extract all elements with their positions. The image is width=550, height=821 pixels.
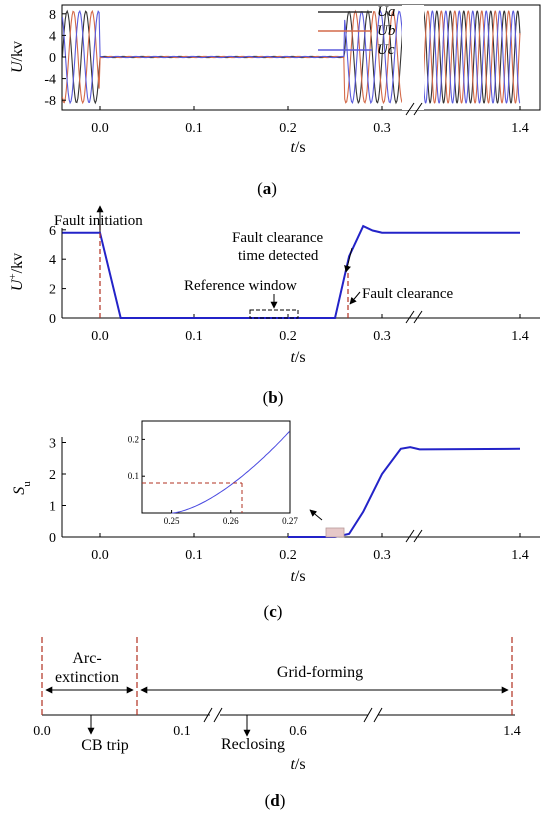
xtick-label: 1.4 bbox=[511, 329, 529, 344]
ytick-label: 0 bbox=[49, 531, 56, 546]
panel-b-caption: (b) bbox=[263, 388, 284, 407]
timeline-break-1a bbox=[203, 707, 213, 723]
ytick-label: 3 bbox=[49, 437, 56, 452]
panel-d-caption: (d) bbox=[265, 791, 286, 810]
xtick-label: 0.2 bbox=[279, 548, 297, 563]
panel-a: 0.0 0.1 0.2 0.3 1.4 8 4 0 -4 -8 Ua Ub Uc U/kv t/s… bbox=[9, 4, 541, 198]
reclosing-label: Reclosing bbox=[221, 736, 285, 753]
ytick-label: 1 bbox=[49, 500, 56, 515]
reference-window-box bbox=[249, 309, 299, 319]
panel-a-axes: 0.0 0.1 0.2 0.3 1.4 8 4 0 -4 -8 bbox=[44, 8, 528, 136]
xtick-label: 1.4 bbox=[511, 548, 529, 563]
timeline-break-2a bbox=[363, 707, 373, 723]
panel-c-ylabel: Su bbox=[11, 481, 33, 495]
axis-break-a bbox=[405, 529, 415, 543]
timeline-tick-3: 1.4 bbox=[503, 724, 521, 739]
reference-window-label: Reference window bbox=[184, 278, 297, 294]
legend-uc-label: Uc bbox=[377, 42, 395, 58]
waveform-uc bbox=[62, 9, 521, 105]
fault-clearance-detected-label-2: time detected bbox=[238, 248, 319, 264]
fault-clearance-label: Fault clearance bbox=[362, 286, 454, 302]
ytick-label: 4 bbox=[49, 253, 56, 268]
timeline-break-1b bbox=[213, 707, 223, 723]
arc-extinction-label-1: Arc- bbox=[72, 650, 101, 667]
xtick-label: 0.1 bbox=[185, 329, 203, 344]
timeline-tick-0: 0.0 bbox=[33, 724, 51, 739]
panel-a-break-gap bbox=[402, 5, 424, 110]
xtick-label: 0.0 bbox=[91, 548, 109, 563]
inset-xtick-label: 0.27 bbox=[282, 516, 298, 526]
xtick-label: 1.4 bbox=[511, 121, 529, 136]
fault-clearance-detected-arrow bbox=[344, 247, 353, 273]
legend-ub-label: Ub bbox=[377, 23, 396, 39]
axis-break-b bbox=[413, 310, 423, 324]
xtick-label: 0.3 bbox=[373, 548, 391, 563]
panel-b-break-gap bbox=[402, 226, 424, 246]
inset-xtick-label: 0.25 bbox=[164, 516, 180, 526]
timeline-tick-2: 0.6 bbox=[289, 724, 307, 739]
inset: 0.25 0.26 0.27 0.2 0.1 bbox=[128, 420, 299, 526]
panel-d-xlabel: t/s bbox=[290, 756, 305, 773]
panel-c-ticks: 0.0 0.1 0.2 0.3 1.4 3 2 1 0 bbox=[49, 437, 529, 564]
inset-frame bbox=[141, 420, 291, 514]
panel-c: 0.0 0.1 0.2 0.3 1.4 3 2 1 0 0.25 0.26 0.27 0.2 0.1 S… bbox=[11, 420, 540, 621]
panel-b-ticks: 0.0 0.1 0.2 0.3 1.4 6 4 2 0 bbox=[49, 224, 529, 344]
inset-ytick-label: 0.2 bbox=[128, 434, 139, 444]
panel-c-break-gap bbox=[402, 440, 424, 460]
panel-a-xlabel: t/s bbox=[290, 139, 305, 156]
panel-d: Arc- extinction Grid-forming 0.0 0.1 0.6… bbox=[33, 637, 521, 810]
axis-break-a bbox=[405, 102, 415, 116]
xtick-label: 0.1 bbox=[185, 121, 203, 136]
ytick-label: 8 bbox=[49, 8, 56, 23]
xtick-label: 0.0 bbox=[91, 329, 109, 344]
inset-series bbox=[171, 431, 290, 514]
axis-break-a bbox=[405, 310, 415, 324]
fault-clearance-detected-label-1: Fault clearance bbox=[232, 230, 324, 246]
xtick-label: 0.2 bbox=[279, 329, 297, 344]
inset-ticks: 0.25 0.26 0.27 0.2 0.1 bbox=[128, 434, 299, 526]
ytick-label: 0 bbox=[49, 312, 56, 327]
xtick-label: 0.0 bbox=[91, 121, 109, 136]
timeline-breaks bbox=[203, 707, 383, 723]
inset-ytick-label: 0.1 bbox=[128, 471, 139, 481]
fault-initiation-label: Fault initiation bbox=[54, 213, 143, 229]
panel-b: 0.0 0.1 0.2 0.3 1.4 6 4 2 0 Fault initiation Fau… bbox=[7, 205, 540, 407]
grid-forming-label: Grid-forming bbox=[277, 664, 363, 681]
timeline-break-2b bbox=[373, 707, 383, 723]
ytick-label: 2 bbox=[49, 468, 56, 483]
panel-b-ylabel: U+/kv bbox=[7, 253, 26, 291]
panel-c-xlabel: t/s bbox=[290, 568, 305, 585]
zoom-region-arrow bbox=[309, 509, 323, 521]
fault-clearance-arrow bbox=[349, 291, 361, 305]
ytick-label: 0 bbox=[49, 51, 56, 66]
xtick-label: 0.3 bbox=[373, 329, 391, 344]
ytick-label: 2 bbox=[49, 283, 56, 298]
panel-a-caption: (a) bbox=[257, 179, 277, 198]
ytick-label: -4 bbox=[44, 73, 56, 88]
arc-extinction-label-2: extinction bbox=[55, 669, 119, 686]
panel-b-series bbox=[62, 224, 520, 319]
inset-xtick-label: 0.26 bbox=[223, 516, 239, 526]
panel-b-xlabel: t/s bbox=[290, 349, 305, 366]
cb-trip-label: CB trip bbox=[81, 737, 129, 754]
panel-a-waveforms bbox=[62, 5, 521, 110]
panel-c-caption: (c) bbox=[264, 602, 283, 621]
xtick-label: 0.2 bbox=[279, 121, 297, 136]
panel-c-series bbox=[288, 446, 521, 538]
xtick-label: 0.3 bbox=[373, 121, 391, 136]
axis-break-b bbox=[413, 102, 423, 116]
legend-ua-label: Ua bbox=[377, 4, 395, 20]
ytick-label: 6 bbox=[49, 224, 56, 239]
panel-a-ylabel: U/kv bbox=[9, 41, 26, 73]
ytick-label: -8 bbox=[44, 94, 56, 109]
timeline-tick-1: 0.1 bbox=[173, 724, 191, 739]
zoom-region-box bbox=[325, 527, 345, 538]
axis-break-b bbox=[413, 529, 423, 543]
xtick-label: 0.1 bbox=[185, 548, 203, 563]
ytick-label: 4 bbox=[49, 29, 56, 44]
panel-a-legend: Ua Ub Uc bbox=[318, 4, 396, 58]
